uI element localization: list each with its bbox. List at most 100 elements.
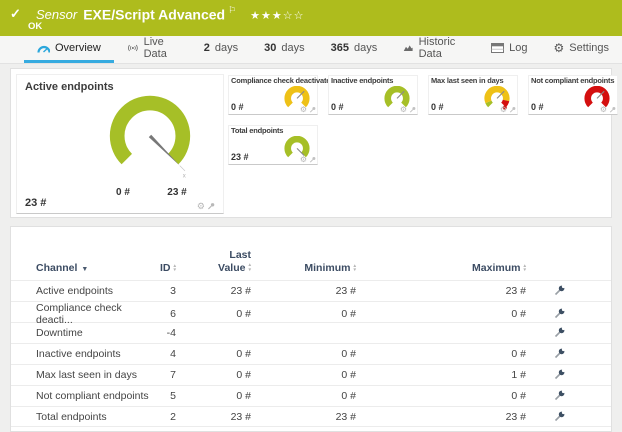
channel-last-value: 23 # bbox=[25, 197, 46, 209]
cell-last-value: 0 # bbox=[176, 308, 251, 320]
sort-icon[interactable]: ▴▾ bbox=[523, 264, 526, 273]
cell-minimum: 0 # bbox=[251, 348, 356, 360]
gauge-card-compliance-check-deactivated[interactable]: Compliance check deactivated 0 # ⚙ bbox=[228, 75, 318, 115]
tab-30-days[interactable]: 30 days bbox=[251, 36, 318, 63]
channel-settings-wrench-icon[interactable] bbox=[553, 369, 565, 381]
tab-2-days[interactable]: 2 days bbox=[191, 36, 251, 63]
pin-icon[interactable] bbox=[207, 202, 215, 211]
tab-historic-data-label: Historic Data bbox=[419, 36, 466, 60]
overview-gauges-panel: Active endpoints x 0 # 23 # 23 # ⚙ Compl… bbox=[10, 68, 612, 218]
table-row-compliance-check: Compliance check deacti... 6 0 # 0 # 0 # bbox=[11, 301, 611, 322]
col-header-minimum[interactable]: Minimum▴▾ bbox=[251, 262, 356, 274]
table-row-not-compliant: Not compliant endpoints 5 0 # 0 # 0 # bbox=[11, 385, 611, 406]
cell-maximum: 23 # bbox=[356, 285, 526, 297]
channel-table-panel: Channel▼ ID▴▾ Last Value▴▾ Minimum▴▾ Max… bbox=[10, 226, 612, 432]
sensor-status-banner: ✓ SensorEXE/Script Advanced⚐★★★☆☆ OK bbox=[0, 0, 622, 36]
sensor-tab-bar: Overview Live Data 2 days 30 days 365 da… bbox=[0, 36, 622, 64]
gauge-card-max-last-seen[interactable]: Max last seen in days 0 # ⚙ bbox=[428, 75, 518, 115]
priority-flag-icon[interactable]: ⚐ bbox=[228, 5, 236, 15]
cell-minimum: 23 # bbox=[251, 411, 356, 423]
pin-icon[interactable] bbox=[609, 106, 616, 114]
tab-live-data[interactable]: Live Data bbox=[114, 36, 191, 63]
tab-log[interactable]: Log bbox=[478, 36, 540, 63]
gauge-card-not-compliant-endpoints[interactable]: Not compliant endpoints 0 # ⚙ bbox=[528, 75, 618, 115]
cell-id: 3 bbox=[151, 285, 176, 297]
cell-id: 7 bbox=[151, 369, 176, 381]
cell-channel: Downtime bbox=[36, 327, 151, 339]
gauge-settings-gear-icon[interactable]: ⚙ bbox=[600, 106, 607, 114]
gear-icon: ⚙ bbox=[553, 42, 564, 54]
channel-settings-wrench-icon[interactable] bbox=[553, 390, 565, 402]
tab-overview-label: Overview bbox=[55, 42, 101, 54]
col-header-id[interactable]: ID▴▾ bbox=[151, 262, 176, 274]
gauge-title: Inactive endpoints bbox=[331, 76, 393, 85]
cell-last-value: 0 # bbox=[176, 390, 251, 402]
table-row-max-last-seen: Max last seen in days 7 0 # 0 # 1 # bbox=[11, 364, 611, 385]
channel-settings-wrench-icon[interactable] bbox=[553, 327, 565, 339]
tab-settings[interactable]: ⚙ Settings bbox=[540, 36, 622, 63]
gauge-settings-gear-icon[interactable]: ⚙ bbox=[300, 106, 307, 114]
pin-icon[interactable] bbox=[309, 106, 316, 114]
gauge-settings-gear-icon[interactable]: ⚙ bbox=[500, 106, 507, 114]
table-row-inactive-endpoints: Inactive endpoints 4 0 # 0 # 0 # bbox=[11, 343, 611, 364]
channel-settings-wrench-icon[interactable] bbox=[553, 348, 565, 360]
table-row-total-endpoints: Total endpoints 2 23 # 23 # 23 # bbox=[11, 406, 611, 427]
live-signal-icon bbox=[127, 43, 139, 53]
gauge-title: Max last seen in days bbox=[431, 76, 504, 85]
channel-settings-wrench-icon[interactable] bbox=[553, 411, 565, 423]
gauge-card-active-endpoints[interactable]: Active endpoints x 0 # 23 # 23 # ⚙ bbox=[16, 74, 224, 214]
area-chart-icon bbox=[403, 43, 413, 53]
rating-stars-filled[interactable]: ★★★ bbox=[250, 10, 283, 22]
channel-table-header: Channel▼ ID▴▾ Last Value▴▾ Minimum▴▾ Max… bbox=[11, 227, 611, 280]
tab-log-label: Log bbox=[509, 42, 527, 54]
cell-id: -4 bbox=[151, 327, 176, 339]
gauge-title: Total endpoints bbox=[231, 126, 283, 135]
tab-live-data-label: Live Data bbox=[144, 36, 178, 60]
tab-365-days[interactable]: 365 days bbox=[318, 36, 391, 63]
cell-minimum: 0 # bbox=[251, 390, 356, 402]
col-header-last-value[interactable]: Last Value▴▾ bbox=[176, 249, 251, 274]
cell-id: 5 bbox=[151, 390, 176, 402]
tab-overview[interactable]: Overview bbox=[24, 36, 114, 63]
sensor-status-text: OK bbox=[28, 21, 42, 32]
col-header-channel[interactable]: Channel▼ bbox=[36, 262, 151, 274]
cell-channel: Active endpoints bbox=[36, 285, 151, 297]
tab-365-days-unit: days bbox=[354, 42, 377, 54]
col-header-maximum[interactable]: Maximum▴▾ bbox=[356, 262, 526, 274]
tab-2-days-unit: days bbox=[215, 42, 238, 54]
channel-settings-wrench-icon[interactable] bbox=[553, 285, 565, 297]
cell-channel: Not compliant endpoints bbox=[36, 390, 151, 402]
tab-historic-data[interactable]: Historic Data bbox=[390, 36, 478, 63]
cell-maximum: 23 # bbox=[356, 411, 526, 423]
gauge-title: Not compliant endpoints bbox=[531, 76, 614, 85]
sensor-title: EXE/Script Advanced bbox=[83, 6, 225, 22]
pin-icon[interactable] bbox=[509, 106, 516, 114]
cell-maximum: 0 # bbox=[356, 308, 526, 320]
gauge-card-total-endpoints[interactable]: Total endpoints 23 # ⚙ bbox=[228, 125, 318, 165]
tab-2-days-number: 2 bbox=[204, 42, 210, 54]
active-endpoints-gauge: x bbox=[98, 91, 202, 186]
gauge-settings-gear-icon[interactable]: ⚙ bbox=[197, 202, 205, 211]
cell-last-value: 0 # bbox=[176, 369, 251, 381]
gauge-card-inactive-endpoints[interactable]: Inactive endpoints 0 # ⚙ bbox=[328, 75, 418, 115]
pin-icon[interactable] bbox=[309, 156, 316, 164]
cell-minimum: 0 # bbox=[251, 308, 356, 320]
channel-settings-wrench-icon[interactable] bbox=[553, 308, 565, 320]
tab-365-days-number: 365 bbox=[331, 42, 349, 54]
channel-sort-caret-icon[interactable]: ▼ bbox=[81, 266, 88, 273]
log-table-icon bbox=[491, 43, 504, 53]
cell-id: 2 bbox=[151, 411, 176, 423]
cell-minimum: 23 # bbox=[251, 285, 356, 297]
channel-last-value: 0 # bbox=[231, 102, 244, 112]
gauge-title: Compliance check deactivated bbox=[231, 76, 335, 85]
ok-check-icon: ✓ bbox=[10, 6, 21, 22]
channel-last-value: 0 # bbox=[431, 102, 444, 112]
gauge-settings-gear-icon[interactable]: ⚙ bbox=[300, 156, 307, 164]
gauge-settings-gear-icon[interactable]: ⚙ bbox=[400, 106, 407, 114]
cell-channel: Total endpoints bbox=[36, 411, 151, 423]
rating-stars-empty[interactable]: ☆☆ bbox=[283, 10, 305, 22]
pin-icon[interactable] bbox=[409, 106, 416, 114]
cell-minimum: 0 # bbox=[251, 369, 356, 381]
cell-maximum: 0 # bbox=[356, 390, 526, 402]
channel-last-value: 23 # bbox=[231, 152, 249, 162]
